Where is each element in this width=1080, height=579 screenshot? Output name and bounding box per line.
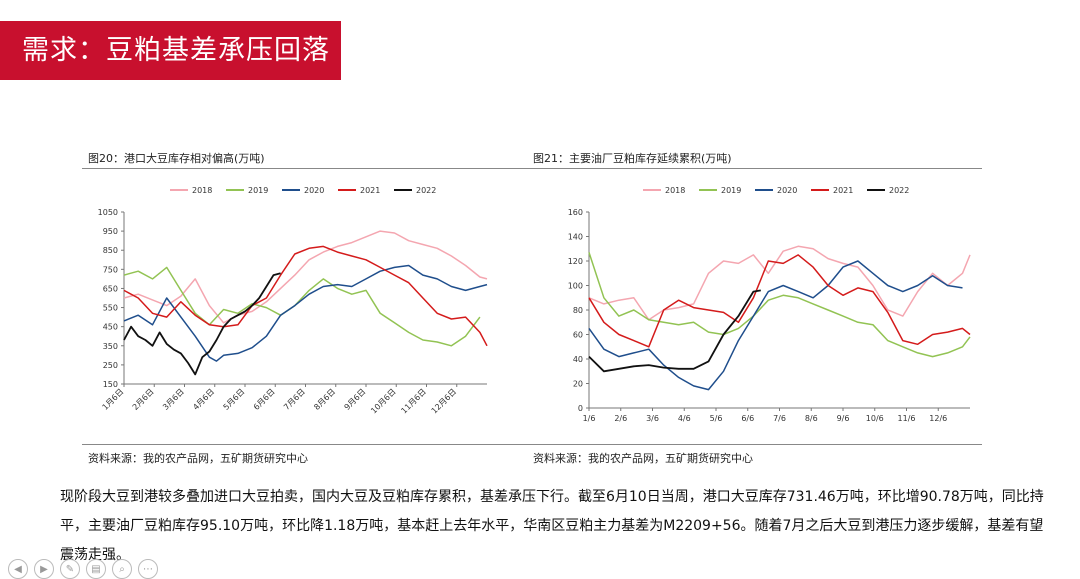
x-tick-label: 6/6 (741, 414, 754, 423)
y-tick-label: 350 (103, 342, 118, 351)
chart-title: 图20：港口大豆库存相对偏高(万吨) (88, 152, 265, 165)
y-tick-label: 750 (103, 265, 118, 274)
series-line-2018 (588, 245, 971, 321)
x-tick-label: 6月6日 (252, 387, 277, 412)
pen-icon[interactable]: ✎ (60, 559, 80, 579)
legend-label-2019: 2019 (721, 186, 741, 195)
x-tick-label: 10/6 (866, 414, 884, 423)
x-tick-label: 11月6日 (399, 387, 427, 415)
legend-label-2020: 2020 (304, 186, 324, 195)
chart-panel-port-soybean: 图20：港口大豆库存相对偏高(万吨) 2018 2019 2020 2021 2022 1… (82, 144, 537, 469)
x-tick-label: 4月6日 (191, 387, 216, 412)
series-line-2022 (123, 272, 281, 376)
legend-label-2022: 2022 (889, 186, 909, 195)
legend-label-2019: 2019 (248, 186, 268, 195)
series-line-2019 (588, 252, 971, 358)
x-tick-label: 9/6 (837, 414, 850, 423)
x-tick-label: 5月6日 (222, 387, 247, 412)
chart-source: 资料来源：我的农产品网，五矿期货研究中心 (88, 452, 308, 465)
prev-icon[interactable]: ◀ (8, 559, 28, 579)
legend-label-2020: 2020 (777, 186, 797, 195)
page-title: 需求：豆粕基差承压回落 (0, 21, 341, 80)
next-icon[interactable]: ▶ (34, 559, 54, 579)
y-tick-label: 140 (568, 233, 583, 242)
legend-label-2021: 2021 (833, 186, 853, 195)
y-tick-label: 60 (573, 331, 583, 340)
series-line-2021 (123, 245, 488, 347)
chart-source: 资料来源：我的农产品网，五矿期货研究中心 (533, 452, 753, 465)
x-tick-label: 5/6 (710, 414, 723, 423)
y-tick-label: 850 (103, 246, 118, 255)
x-tick-label: 8月6日 (312, 387, 337, 412)
x-tick-label: 11/6 (898, 414, 916, 423)
legend-label-2018: 2018 (192, 186, 212, 195)
divider (527, 444, 982, 445)
x-tick-label: 8/6 (805, 414, 818, 423)
y-tick-label: 0 (578, 404, 583, 413)
y-tick-label: 1050 (98, 208, 118, 217)
body-paragraph: 现阶段大豆到港较多叠加进口大豆拍卖，国内大豆及豆粕库存累积，基差承压下行。截至6… (60, 489, 1044, 563)
x-tick-label: 3/6 (646, 414, 659, 423)
x-tick-label: 7/6 (773, 414, 786, 423)
x-tick-label: 10月6日 (369, 387, 397, 415)
x-tick-label: 1月6日 (101, 387, 126, 412)
x-tick-label: 12/6 (929, 414, 947, 423)
legend-label-2018: 2018 (665, 186, 685, 195)
slides-icon[interactable]: ▤ (86, 559, 106, 579)
x-tick-label: 2月6日 (131, 387, 156, 412)
legend-label-2022: 2022 (416, 186, 436, 195)
line-chart-meal-stock: 2018 2019 2020 2021 2022 0 20 40 60 80 100 120 140 16… (568, 186, 971, 423)
series-line-2018 (123, 230, 488, 324)
divider (82, 444, 537, 445)
x-tick-label: 4/6 (678, 414, 691, 423)
series-line-2019 (123, 266, 481, 347)
y-tick-label: 160 (568, 208, 583, 217)
y-tick-label: 450 (103, 323, 118, 332)
series-line-2020 (588, 260, 963, 391)
series-line-2022 (588, 289, 761, 373)
x-tick-label: 12月6日 (430, 387, 458, 415)
divider (82, 168, 537, 169)
x-tick-label: 7月6日 (282, 387, 307, 412)
x-tick-label: 2/6 (614, 414, 627, 423)
line-chart-port-soybean: 2018 2019 2020 2021 2022 150 250 350 450 550 650 75… (98, 186, 488, 416)
slide-nav: ◀ ▶ ✎ ▤ ⌕ ⋯ (8, 559, 158, 579)
y-tick-label: 80 (573, 306, 583, 315)
y-tick-label: 20 (573, 380, 583, 389)
x-tick-label: 9月6日 (343, 387, 368, 412)
y-tick-label: 650 (103, 284, 118, 293)
series-line-2020 (123, 264, 488, 362)
x-tick-label: 3月6日 (161, 387, 186, 412)
y-tick-label: 40 (573, 355, 583, 364)
y-tick-label: 150 (103, 380, 118, 389)
x-tick-label: 1/6 (583, 414, 596, 423)
zoom-icon[interactable]: ⌕ (112, 559, 132, 579)
y-tick-label: 950 (103, 227, 118, 236)
chart-title: 图21：主要油厂豆粕库存延续累积(万吨) (533, 152, 732, 165)
y-tick-label: 120 (568, 257, 583, 266)
y-tick-label: 550 (103, 304, 118, 313)
legend-label-2021: 2021 (360, 186, 380, 195)
more-icon[interactable]: ⋯ (138, 559, 158, 579)
y-tick-label: 250 (103, 361, 118, 370)
y-tick-label: 100 (568, 282, 583, 291)
series-line-2021 (588, 254, 971, 348)
chart-panel-meal-stock: 图21：主要油厂豆粕库存延续累积(万吨) 2018 2019 2020 2021 202… (527, 144, 982, 469)
divider (527, 168, 982, 169)
